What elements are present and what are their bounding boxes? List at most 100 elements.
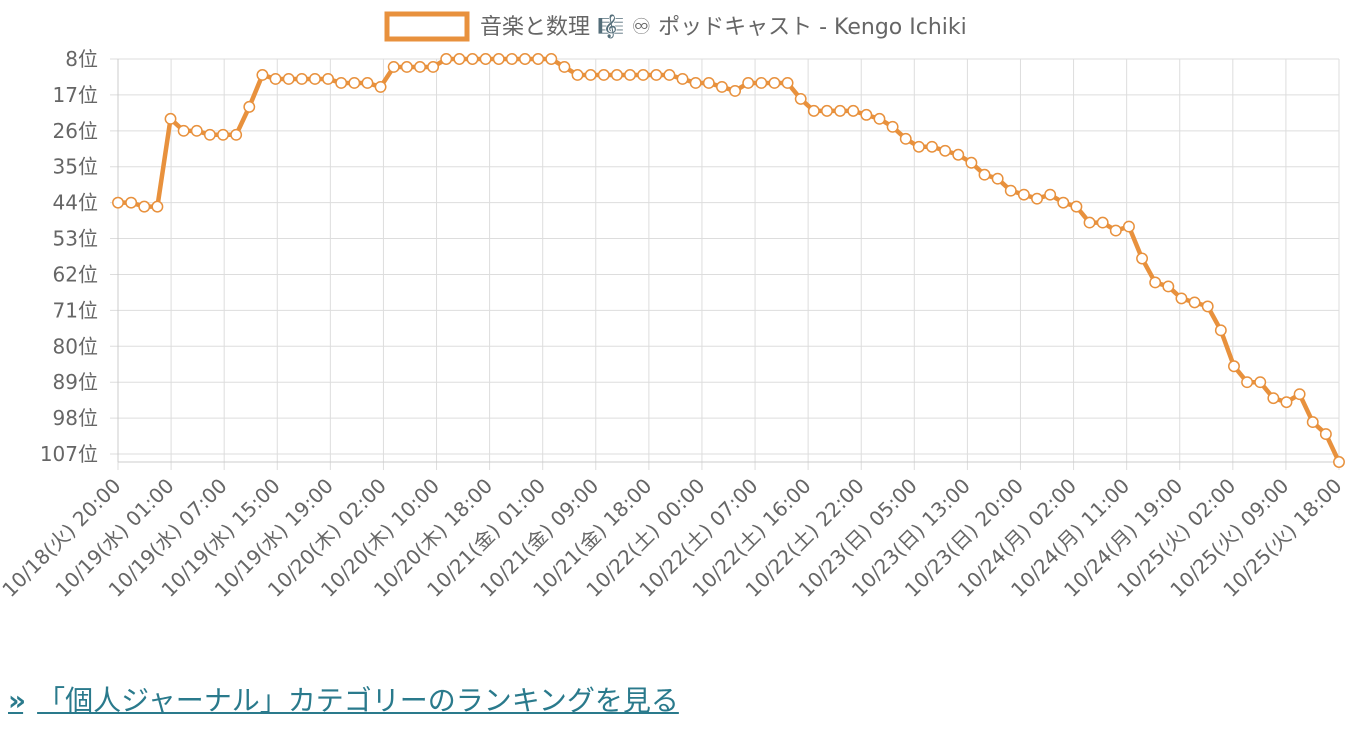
data-point[interactable] [768,76,781,89]
data-point[interactable] [886,120,899,133]
data-point[interactable] [1162,280,1175,293]
data-point[interactable] [1136,252,1149,265]
data-point[interactable] [860,108,873,121]
data-point[interactable] [138,200,151,213]
data-point[interactable] [217,128,229,141]
data-point[interactable] [519,53,531,65]
data-point[interactable] [1031,192,1043,205]
data-point[interactable] [1306,416,1319,429]
data-point[interactable] [1254,376,1267,389]
data-point[interactable] [545,53,558,65]
data-point[interactable] [794,92,807,105]
data-point[interactable] [1319,428,1332,441]
data-point[interactable] [742,76,755,89]
data-point[interactable] [834,104,847,117]
data-point[interactable] [1293,388,1306,401]
data-point[interactable] [479,53,492,65]
category-ranking-link[interactable]: » 「個人ジャーナル」カテゴリーのランキングを見る [8,679,679,719]
data-point[interactable] [899,132,912,145]
data-point[interactable] [715,80,728,93]
data-point[interactable] [532,53,545,65]
data-point[interactable] [650,69,663,81]
data-point[interactable] [440,53,453,65]
y-tick-label: 17位 [53,83,98,107]
data-point[interactable] [1122,220,1135,233]
data-point[interactable] [689,76,702,89]
y-tick-label: 107位 [40,442,98,466]
data-point[interactable] [190,124,203,137]
data-point[interactable] [230,128,243,141]
data-point[interactable] [414,61,426,73]
data-point[interactable] [663,69,676,81]
data-point[interactable] [1083,216,1096,229]
data-point[interactable] [164,112,177,125]
data-point[interactable] [965,156,978,169]
data-point[interactable] [558,61,571,73]
data-point[interactable] [676,73,689,85]
data-point[interactable] [702,76,715,89]
data-point[interactable] [1241,376,1254,389]
data-point[interactable] [781,76,794,89]
data-point[interactable] [597,69,610,81]
data-point[interactable] [1057,196,1070,209]
data-point[interactable] [807,104,820,117]
data-point[interactable] [1004,184,1017,197]
data-point[interactable] [361,76,374,89]
data-point[interactable] [926,140,938,153]
data-point[interactable] [1149,276,1162,289]
data-point[interactable] [492,53,505,65]
data-point[interactable] [1280,396,1293,409]
data-point[interactable] [387,61,400,73]
data-point[interactable] [243,100,256,113]
data-point[interactable] [295,73,308,85]
data-point[interactable] [873,112,886,125]
data-point[interactable] [1109,224,1122,237]
data-point[interactable] [282,73,295,85]
data-point[interactable] [1017,188,1030,201]
data-point[interactable] [610,69,623,81]
data-point[interactable] [1214,324,1227,337]
data-point[interactable] [400,61,413,73]
data-point[interactable] [755,76,768,89]
data-point[interactable] [637,69,650,81]
data-point[interactable] [847,104,860,117]
data-point[interactable] [991,172,1004,185]
data-point[interactable] [939,144,952,157]
data-point[interactable] [269,73,282,85]
data-point[interactable] [453,53,466,65]
data-point[interactable] [1044,188,1057,201]
data-point[interactable] [821,104,833,117]
data-point[interactable] [335,76,348,89]
data-point[interactable] [1096,216,1109,229]
data-point[interactable] [466,53,479,65]
data-point[interactable] [624,69,636,81]
data-point[interactable] [374,80,387,93]
data-point[interactable] [978,168,991,181]
data-point[interactable] [348,76,361,89]
data-point[interactable] [1333,456,1345,468]
data-point[interactable] [203,128,216,141]
data-point[interactable] [1175,292,1188,305]
data-point[interactable] [1267,392,1280,405]
data-point[interactable] [308,73,321,85]
chart-legend[interactable]: 音楽と数理 🎼 ♾ ポッドキャスト - Kengo Ichiki [384,11,967,42]
data-point[interactable] [1188,296,1201,309]
data-point[interactable] [729,84,742,97]
data-point[interactable] [1070,200,1083,213]
data-point[interactable] [177,124,190,137]
data-point[interactable] [1228,360,1240,373]
data-point[interactable] [125,196,138,209]
data-point[interactable] [151,200,164,213]
data-point[interactable] [584,69,597,81]
data-point[interactable] [505,53,518,65]
data-point[interactable] [571,69,584,81]
data-point[interactable] [322,73,335,85]
data-point[interactable] [256,69,269,81]
series-layer [112,53,1345,468]
data-point[interactable] [112,196,124,209]
y-tick-label: 53位 [53,227,98,251]
data-point[interactable] [427,61,440,73]
data-point[interactable] [1201,300,1214,313]
data-point[interactable] [912,140,925,153]
data-point[interactable] [952,148,965,161]
